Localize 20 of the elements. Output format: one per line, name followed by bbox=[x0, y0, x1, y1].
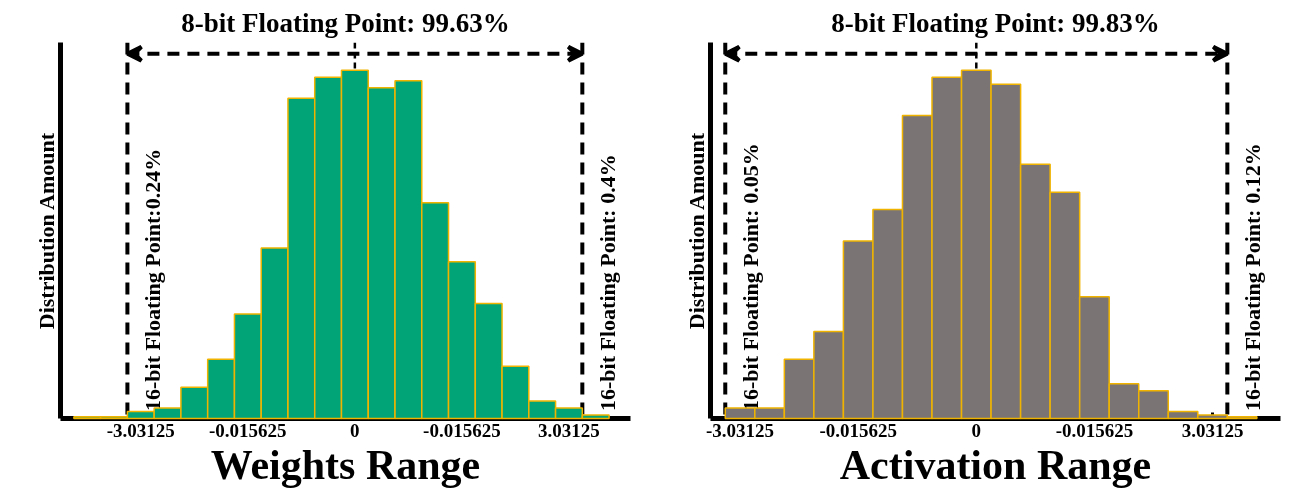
annotation: 16-bit Floating Point: 0.4% bbox=[595, 154, 621, 411]
x-tick-label: -0.015625 bbox=[209, 419, 287, 441]
y-axis-title: Distribution Amount bbox=[33, 132, 59, 330]
y-axis-title: Distribution Amount bbox=[683, 132, 709, 330]
annotation: 16-bit Floating Point: 0.05% bbox=[738, 143, 764, 411]
annotation: 16-bit Floating Point:0.24% bbox=[140, 148, 166, 411]
x-tick-label: 3.03125 bbox=[538, 419, 600, 441]
x-tick-label: 0 bbox=[350, 419, 360, 441]
annotation: 16-bit Floating Point: 0.12% bbox=[1240, 143, 1266, 411]
x-tick-label: -3.03125 bbox=[706, 419, 775, 441]
x-tick-label: 0 bbox=[971, 419, 982, 441]
x-axis-title: Weights Range bbox=[210, 441, 481, 488]
x-tick-label: -0.015625 bbox=[1055, 419, 1134, 441]
chart-title: 8-bit Floating Point: 99.83% bbox=[831, 7, 1160, 38]
x-tick-label: -3.03125 bbox=[106, 419, 175, 441]
x-tick-label: -0.015625 bbox=[819, 419, 897, 441]
x-tick-label: 3.03125 bbox=[1181, 419, 1244, 441]
x-tick-label: -0.015625 bbox=[423, 419, 501, 441]
chart-title: 8-bit Floating Point: 99.63% bbox=[181, 7, 510, 38]
x-axis-title: Activation Range bbox=[839, 441, 1152, 488]
